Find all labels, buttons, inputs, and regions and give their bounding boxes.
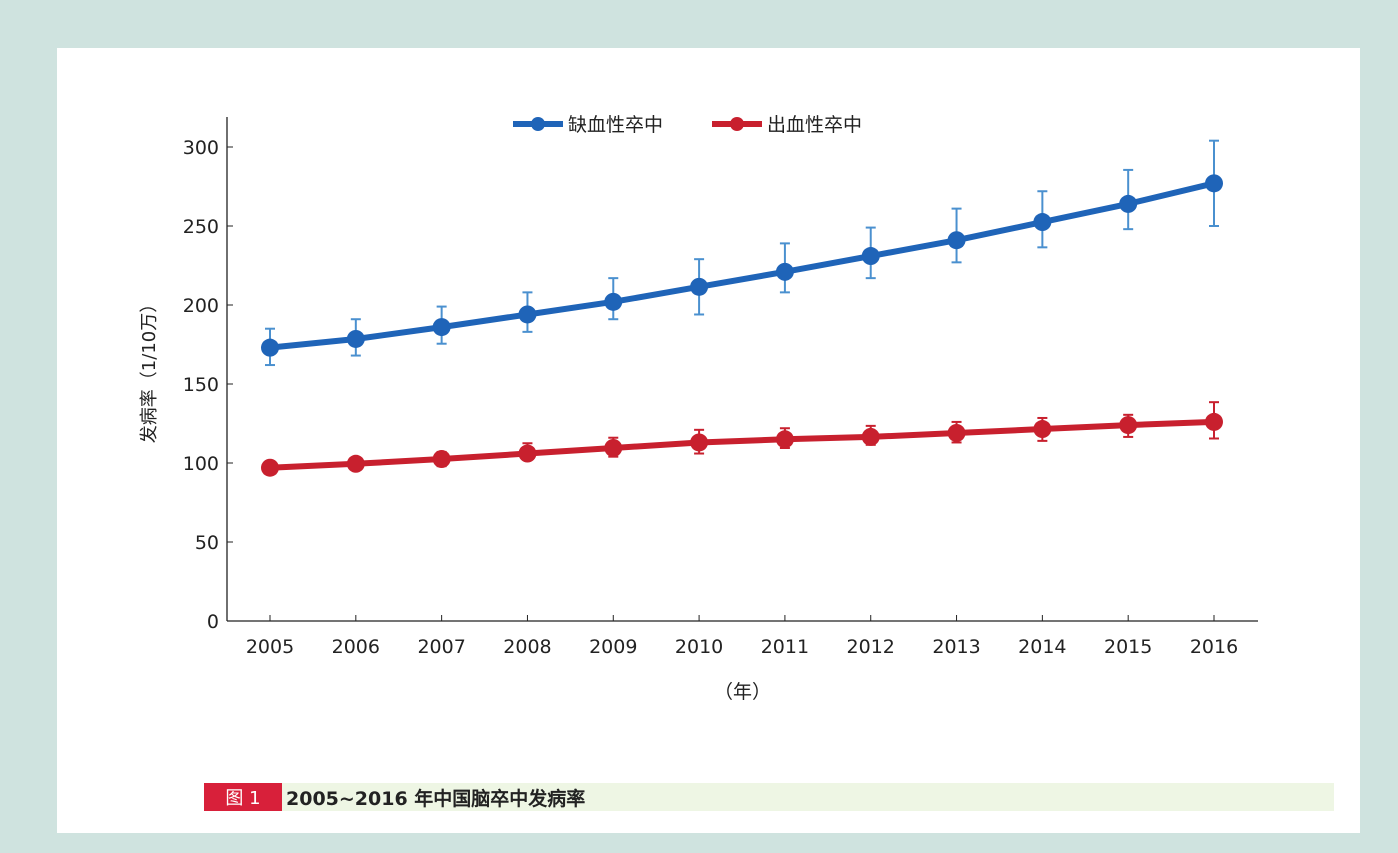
x-tick-label: 2007 [417,636,465,658]
data-point [775,430,794,449]
data-point [775,262,794,281]
x-tick-label: 2014 [1018,636,1066,658]
data-point [690,277,709,296]
legend-label: 出血性卒中 [767,114,862,136]
legend-marker [531,117,545,131]
data-point [346,454,365,473]
y-tick-label: 0 [207,611,219,633]
x-tick-label: 2008 [503,636,551,658]
y-tick-label: 50 [195,532,219,554]
y-tick-label: 100 [183,453,219,475]
data-point [1205,174,1223,193]
data-point [1119,194,1138,213]
data-point [947,423,966,442]
data-point [1033,420,1052,439]
data-point [1205,412,1223,431]
x-tick-label: 2011 [761,636,809,658]
data-point [346,329,365,348]
data-point [432,318,451,337]
series-line [269,418,1215,471]
data-point [432,450,451,469]
data-point [518,444,537,463]
y-axis-label: 发病率（1/10万） [139,295,160,443]
x-tick-label: 2015 [1104,636,1152,658]
y-tick-label: 250 [183,216,219,238]
caption-text: 2005~2016 年中国脑卒中发病率 [286,787,586,810]
data-point [690,433,709,452]
data-point [604,438,623,457]
data-point [261,338,279,357]
legend-label: 缺血性卒中 [568,114,663,136]
y-tick-label: 300 [183,137,219,159]
x-tick-label: 2010 [675,636,723,658]
data-point [518,305,537,324]
figure-caption: 图 1 2005~2016 年中国脑卒中发病率 [204,783,1334,811]
y-tick-label: 200 [183,295,219,317]
figure-panel: 0 50 100 150 200 250 300 2005 2006 2007 2008 2009 20… [57,48,1360,833]
data-point [261,458,279,477]
data-point [1119,416,1138,435]
legend-marker [730,117,744,131]
series-line [269,180,1215,351]
y-tick-label: 150 [183,374,219,396]
data-point [861,427,880,446]
data-point [604,292,623,311]
figure-number: 图 1 [204,783,282,811]
x-tick-label: 2009 [589,636,637,658]
x-tick-label: 2016 [1190,636,1238,658]
data-point [861,247,880,266]
data-point [947,231,966,250]
x-axis-label: （年） [714,681,771,703]
x-tick-label: 2006 [332,636,380,658]
x-tick-label: 2013 [932,636,980,658]
x-tick-label: 2005 [246,636,294,658]
data-point [1033,213,1052,232]
x-tick-label: 2012 [847,636,895,658]
line-chart: 0 50 100 150 200 250 300 2005 2006 2007 2008 2009 20… [139,114,1258,703]
